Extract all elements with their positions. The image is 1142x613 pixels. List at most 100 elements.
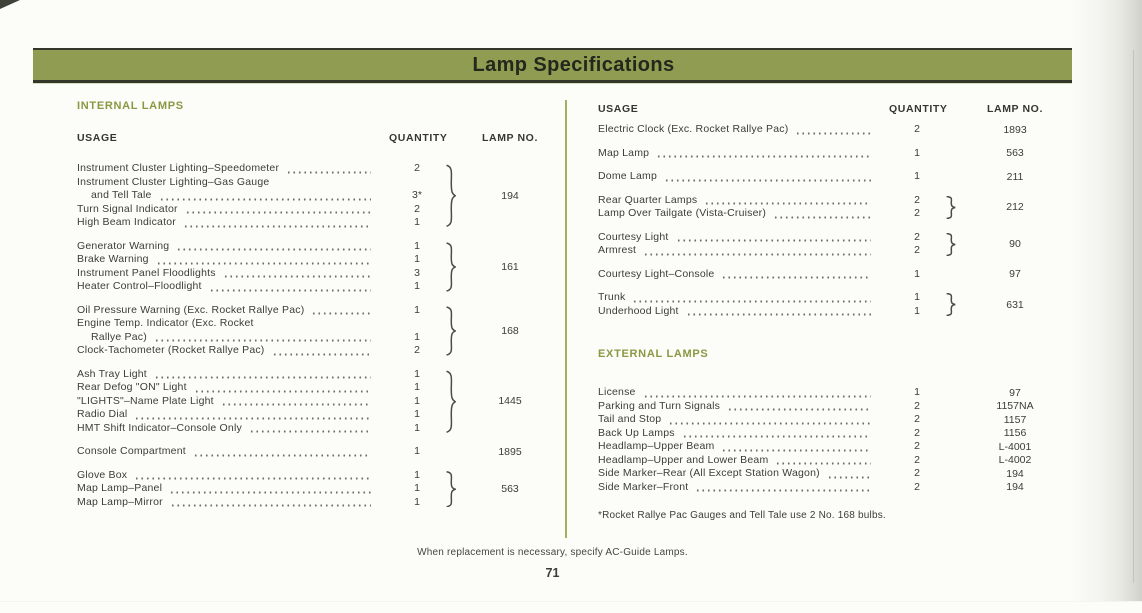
brace-column	[945, 400, 965, 414]
lamp-row: License 1	[598, 386, 945, 400]
lamp-group: Courtesy Light 2 Armrest 2 90	[598, 231, 1065, 258]
lamp-usage-label: Instrument Cluster Lighting–Gas Gauge	[77, 175, 270, 188]
lamp-usage-label: Turn Signal Indicator	[77, 202, 178, 215]
lamp-number: 212	[1006, 201, 1024, 213]
dot-leader	[193, 384, 371, 393]
lamp-number: 1895	[498, 445, 522, 458]
internal-lamps-table-right: Electric Clock (Exc. Rocket Rallye Pac) 2…	[598, 123, 1065, 318]
lamp-usage-label: Back Up Lamps	[598, 426, 675, 439]
lamp-usage-label: Map Lamp–Mirror	[77, 495, 163, 508]
lamp-group-rows: Side Marker–Rear (All Except Station Wag…	[598, 467, 945, 481]
dot-leader	[271, 347, 371, 356]
right-column: USAGE QUANTITY LAMP NO. Electric Clock (…	[598, 100, 1065, 521]
brace-column	[945, 170, 965, 184]
lamp-usage-label: Lamp Over Tailgate (Vista-Cruiser)	[598, 207, 767, 219]
dot-leader	[153, 334, 371, 342]
dot-leader	[192, 448, 371, 457]
dot-leader	[208, 283, 371, 292]
group-brace-icon	[445, 306, 456, 356]
dot-leader	[826, 470, 871, 479]
group-brace-icon	[445, 164, 456, 228]
lamp-usage-label: Engine Temp. Indicator (Exc. Rocket	[77, 317, 254, 329]
dot-leader	[642, 389, 871, 398]
lamp-group-rows: Instrument Cluster Lighting–Speedometer 2…	[77, 162, 445, 230]
dot-leader	[248, 425, 371, 433]
lamp-usage-label: Armrest	[598, 244, 637, 256]
external-lamps-table: License 1 97 Parking and Turn Signals 2 1157N…	[598, 386, 1065, 494]
lamp-quantity: 2	[914, 453, 920, 466]
lamp-usage-label: Side Marker–Rear (All Except Station Wag…	[598, 467, 820, 479]
lamp-group-rows: Headlamp–Upper Beam 2	[598, 440, 945, 454]
brace-column	[945, 194, 965, 221]
lamp-group: Dome Lamp 1 211	[598, 170, 1065, 184]
lamp-usage-label: Ash Tray Light	[77, 367, 147, 380]
group-brace-icon	[445, 471, 456, 508]
lamp-group: Trunk 1 Underhood Light 1 631	[598, 291, 1065, 318]
lamp-group-rows: Ash Tray Light 1 Rear Defog "ON" Light 1 "LI…	[77, 368, 445, 436]
lamp-row: Instrument Cluster Lighting–Speedometer 2	[77, 162, 445, 176]
lamp-row: Oil Pressure Warning (Exc. Rocket Rallye…	[77, 304, 445, 318]
lamp-row: Side Marker–Rear (All Except Station Wag…	[598, 467, 945, 481]
lamp-group: Instrument Cluster Lighting–Speedometer 2…	[77, 162, 555, 230]
lamp-group: Back Up Lamps 2 1156	[598, 427, 1065, 441]
lamp-group: Side Marker–Front 2 194	[598, 481, 1065, 495]
footnote: *Rocket Rallye Pac Gauges and Tell Tale …	[598, 510, 886, 521]
lamp-quantity: 1	[414, 216, 420, 228]
lamp-group: Courtesy Light–Console 1 97	[598, 268, 1065, 282]
lamp-usage-label: Dome Lamp	[598, 170, 657, 182]
lamp-usage-label: HMT Shift Indicator–Console Only	[77, 421, 242, 434]
lamp-number: L-4002	[998, 454, 1032, 467]
dot-leader	[664, 173, 871, 182]
lamp-usage-label: Courtesy Light–Console	[598, 267, 715, 280]
lamp-group: Generator Warning 1 Brake Warning 1 Instrume…	[77, 240, 555, 294]
lamp-usage-label: Map Lamp	[598, 146, 650, 159]
dot-leader	[675, 234, 871, 242]
lamp-quantity: 1	[414, 280, 420, 292]
lamp-group-rows: Tail and Stop 2	[598, 413, 945, 427]
lamp-row: Courtesy Light–Console 1	[598, 268, 945, 282]
brace-column	[945, 123, 965, 137]
lamp-row: Underhood Light 1	[598, 305, 945, 319]
lamp-group: Headlamp–Upper and Lower Beam 2 L-4002	[598, 454, 1065, 468]
lamp-usage-label: Brake Warning	[77, 253, 149, 265]
lamp-number: 97	[1009, 268, 1021, 281]
dot-leader	[169, 485, 371, 494]
lamp-usage-label: Underhood Light	[598, 304, 679, 317]
brace-column	[945, 440, 965, 454]
lamp-row: Rear Defog "ON" Light 1	[77, 381, 445, 395]
lamp-quantity: 1	[414, 330, 420, 343]
lamp-row: Rallye Pac) 1	[77, 331, 445, 345]
lamp-quantity: 2	[914, 480, 920, 493]
lamp-row: Trunk 1	[598, 291, 945, 305]
dot-leader	[222, 270, 371, 278]
dot-leader	[311, 307, 371, 315]
usage-header: USAGE	[598, 103, 639, 115]
column-divider	[565, 100, 567, 538]
lamp-group: Oil Pressure Warning (Exc. Rocket Rallye…	[77, 304, 555, 358]
lamp-no-header: LAMP NO.	[482, 132, 538, 144]
group-brace-icon	[945, 233, 956, 256]
lamp-quantity: 1	[414, 239, 420, 252]
lamp-group-rows: Dome Lamp 1	[598, 170, 945, 184]
lamp-row: Map Lamp 1	[598, 147, 945, 161]
lamp-quantity: 2	[914, 467, 920, 479]
lamp-quantity: 2	[914, 244, 920, 256]
dot-leader	[153, 371, 371, 379]
brace-column	[945, 291, 965, 318]
lamp-group: Parking and Turn Signals 2 1157NA	[598, 400, 1065, 414]
lamp-no-header: LAMP NO.	[987, 103, 1043, 115]
lamp-group: Tail and Stop 2 1157	[598, 413, 1065, 427]
lamp-quantity: 2	[914, 440, 920, 452]
lamp-row: Headlamp–Upper Beam 2	[598, 440, 945, 454]
lamp-row: Glove Box 1	[77, 469, 445, 483]
left-table-header: USAGE QUANTITY LAMP NO.	[77, 132, 555, 144]
lamp-number: 1893	[1003, 123, 1027, 136]
lamp-group-rows: Generator Warning 1 Brake Warning 1 Instrume…	[77, 240, 445, 294]
lamp-usage-label: Heater Control–Floodlight	[77, 280, 202, 292]
lamp-group-rows: Oil Pressure Warning (Exc. Rocket Rallye…	[77, 304, 445, 358]
lamp-quantity: 1	[414, 253, 420, 265]
lamp-row: Armrest 2	[598, 244, 945, 258]
lamp-number: 563	[501, 482, 519, 495]
dot-leader	[220, 398, 371, 406]
